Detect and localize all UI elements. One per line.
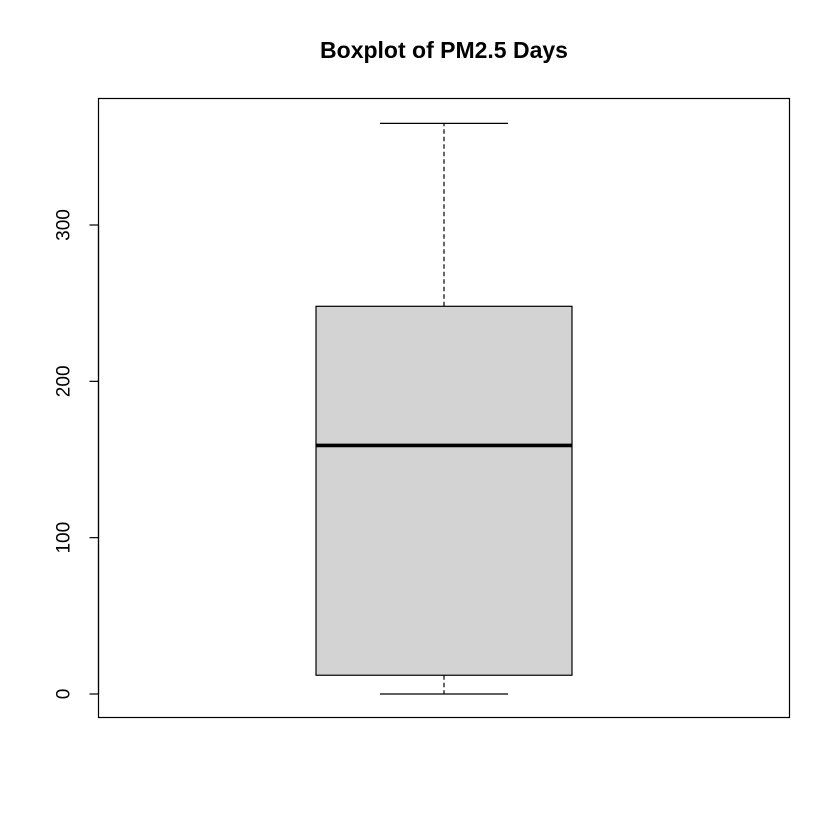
y-tick-label: 200 bbox=[54, 365, 75, 397]
chart-title: Boxplot of PM2.5 Days bbox=[320, 37, 568, 63]
y-axis: 0 100 200 300 bbox=[54, 209, 100, 700]
box-group bbox=[315, 122, 573, 695]
y-tick-label: 100 bbox=[54, 522, 75, 554]
interquartile-box bbox=[315, 305, 573, 676]
y-tick-label: 300 bbox=[54, 209, 75, 241]
y-tick-label: 0 bbox=[54, 689, 75, 700]
